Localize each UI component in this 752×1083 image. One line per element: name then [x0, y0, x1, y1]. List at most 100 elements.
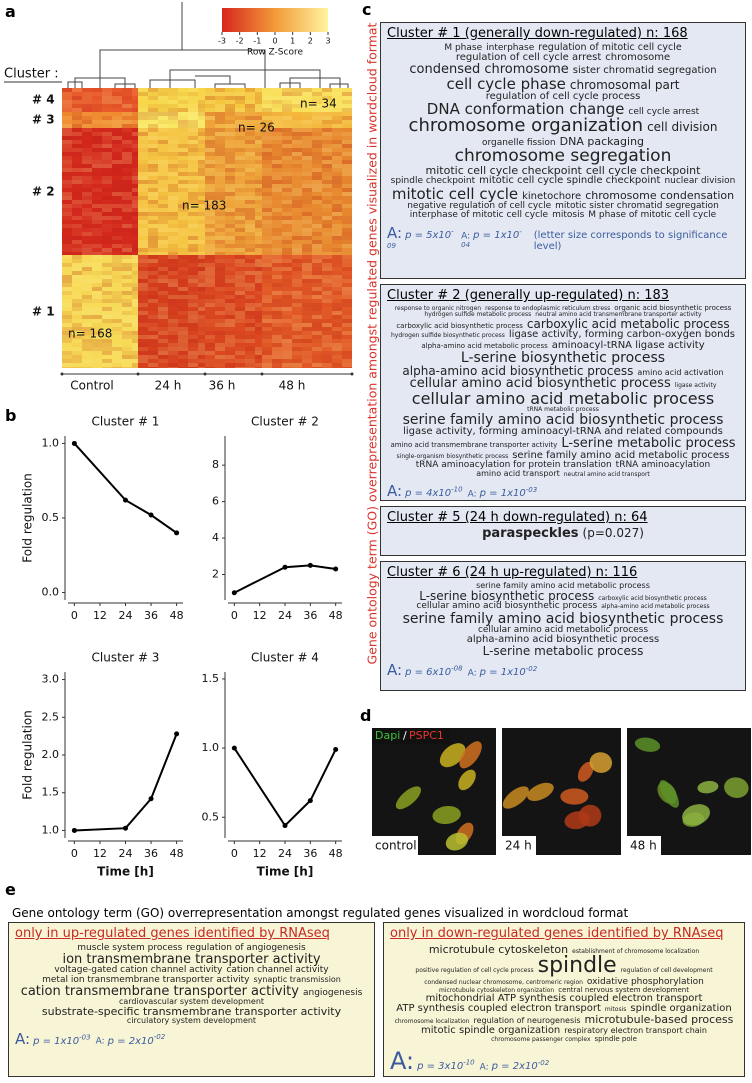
heatmap-texture [122, 136, 132, 140]
heatmap-texture [198, 112, 205, 116]
heatmap-texture [62, 168, 72, 172]
heatmap-texture [282, 315, 292, 319]
heatmap-texture [138, 168, 148, 172]
heatmap-texture [235, 112, 245, 116]
heatmap-texture [245, 295, 255, 299]
heatmap-texture [332, 271, 342, 275]
heatmap-texture [132, 144, 138, 148]
heatmap-texture [235, 208, 245, 212]
heatmap-texture [255, 220, 262, 224]
heatmap-texture [178, 232, 188, 236]
heatmap-texture [178, 255, 188, 259]
cloud-word: oxidative phosphorylation [586, 976, 704, 987]
heatmap-texture [102, 259, 112, 263]
heatmap-texture [138, 104, 148, 108]
heatmap-texture [292, 184, 302, 188]
cloud-word: neutral amino acid transmembrane transpo… [535, 311, 702, 319]
y-tick-label: 2 [212, 567, 219, 580]
heatmap-texture [235, 204, 245, 208]
heatmap-texture [148, 180, 158, 184]
heatmap-texture [322, 232, 332, 236]
heatmap-texture [342, 148, 352, 152]
heatmap-texture [322, 335, 332, 339]
heatmap-texture [82, 295, 92, 299]
heatmap-texture [215, 120, 225, 124]
heatmap-texture [112, 315, 122, 319]
heatmap-texture [322, 104, 332, 108]
heatmap-texture [188, 315, 198, 319]
heatmap-texture [198, 88, 205, 92]
heatmap-texture [198, 204, 205, 208]
heatmap-texture [302, 244, 312, 248]
heatmap-texture [168, 116, 178, 120]
heatmap-texture [342, 287, 352, 291]
heatmap-texture [272, 192, 282, 196]
cloud-word: regulation of angiogenesis [186, 943, 306, 953]
heatmap-texture [188, 208, 198, 212]
heatmap-texture [132, 319, 138, 323]
heatmap-texture [322, 100, 332, 104]
heatmap-texture [322, 347, 332, 351]
heatmap-texture [282, 343, 292, 347]
heatmap-texture [198, 363, 205, 367]
heatmap-texture [82, 327, 92, 331]
heatmap-texture [122, 315, 132, 319]
cloud-word: angiogenesis [302, 987, 363, 998]
cluster-count: n= 183 [182, 199, 226, 213]
heatmap-texture [198, 96, 205, 100]
heatmap-texture [282, 331, 292, 335]
heatmap-texture [198, 236, 205, 240]
heatmap-texture [282, 112, 292, 116]
heatmap-texture [198, 124, 205, 128]
heatmap-texture [302, 204, 312, 208]
heatmap-texture [122, 279, 132, 283]
cell-nucleus [527, 782, 554, 801]
heatmap-texture [112, 232, 122, 236]
heatmap-texture [312, 92, 322, 96]
stat-text: p = 4x10 [405, 488, 452, 500]
heatmap-texture [235, 343, 245, 347]
e-cloud-box: only in down-regulated genes identified … [383, 922, 745, 1077]
heatmap-texture [302, 271, 312, 275]
heatmap-texture [158, 271, 168, 275]
stat: A: p = 2x10-02 [96, 1033, 166, 1046]
heatmap-texture [178, 259, 188, 263]
heatmap-texture [158, 303, 168, 307]
heatmap-texture [112, 140, 122, 144]
heatmap-texture [332, 335, 342, 339]
heatmap-texture [148, 303, 158, 307]
heatmap-texture [82, 148, 92, 152]
heatmap-texture [138, 156, 148, 160]
heatmap-texture [198, 275, 205, 279]
heatmap-texture [148, 172, 158, 176]
heatmap-texture [168, 212, 178, 216]
heatmap-texture [62, 259, 72, 263]
heatmap-texture [178, 311, 188, 315]
heatmap-texture [245, 132, 255, 136]
heatmap-texture [178, 343, 188, 347]
heatmap-texture [122, 176, 132, 180]
heatmap-texture [215, 295, 225, 299]
cloud-word: cell cycle checkpoint [585, 164, 701, 178]
heatmap-texture [312, 355, 322, 359]
heatmap-texture [245, 232, 255, 236]
heatmap-texture [292, 323, 302, 327]
heatmap-texture [82, 240, 92, 244]
heatmap-texture [302, 132, 312, 136]
cloud-word: M phase [444, 43, 483, 53]
heatmap-texture [255, 339, 262, 343]
heatmap-texture [302, 311, 312, 315]
heatmap-texture [168, 367, 178, 368]
heatmap-texture [158, 311, 168, 315]
heatmap-texture [205, 363, 215, 367]
heatmap-texture [198, 347, 205, 351]
heatmap-texture [92, 283, 102, 287]
heatmap-texture [132, 116, 138, 120]
heatmap-texture [245, 283, 255, 287]
heatmap-texture [255, 164, 262, 168]
heatmap-texture [62, 275, 72, 279]
heatmap-texture [82, 271, 92, 275]
heatmap-texture [282, 96, 292, 100]
heatmap-texture [188, 140, 198, 144]
column-dendrogram [67, 2, 349, 88]
